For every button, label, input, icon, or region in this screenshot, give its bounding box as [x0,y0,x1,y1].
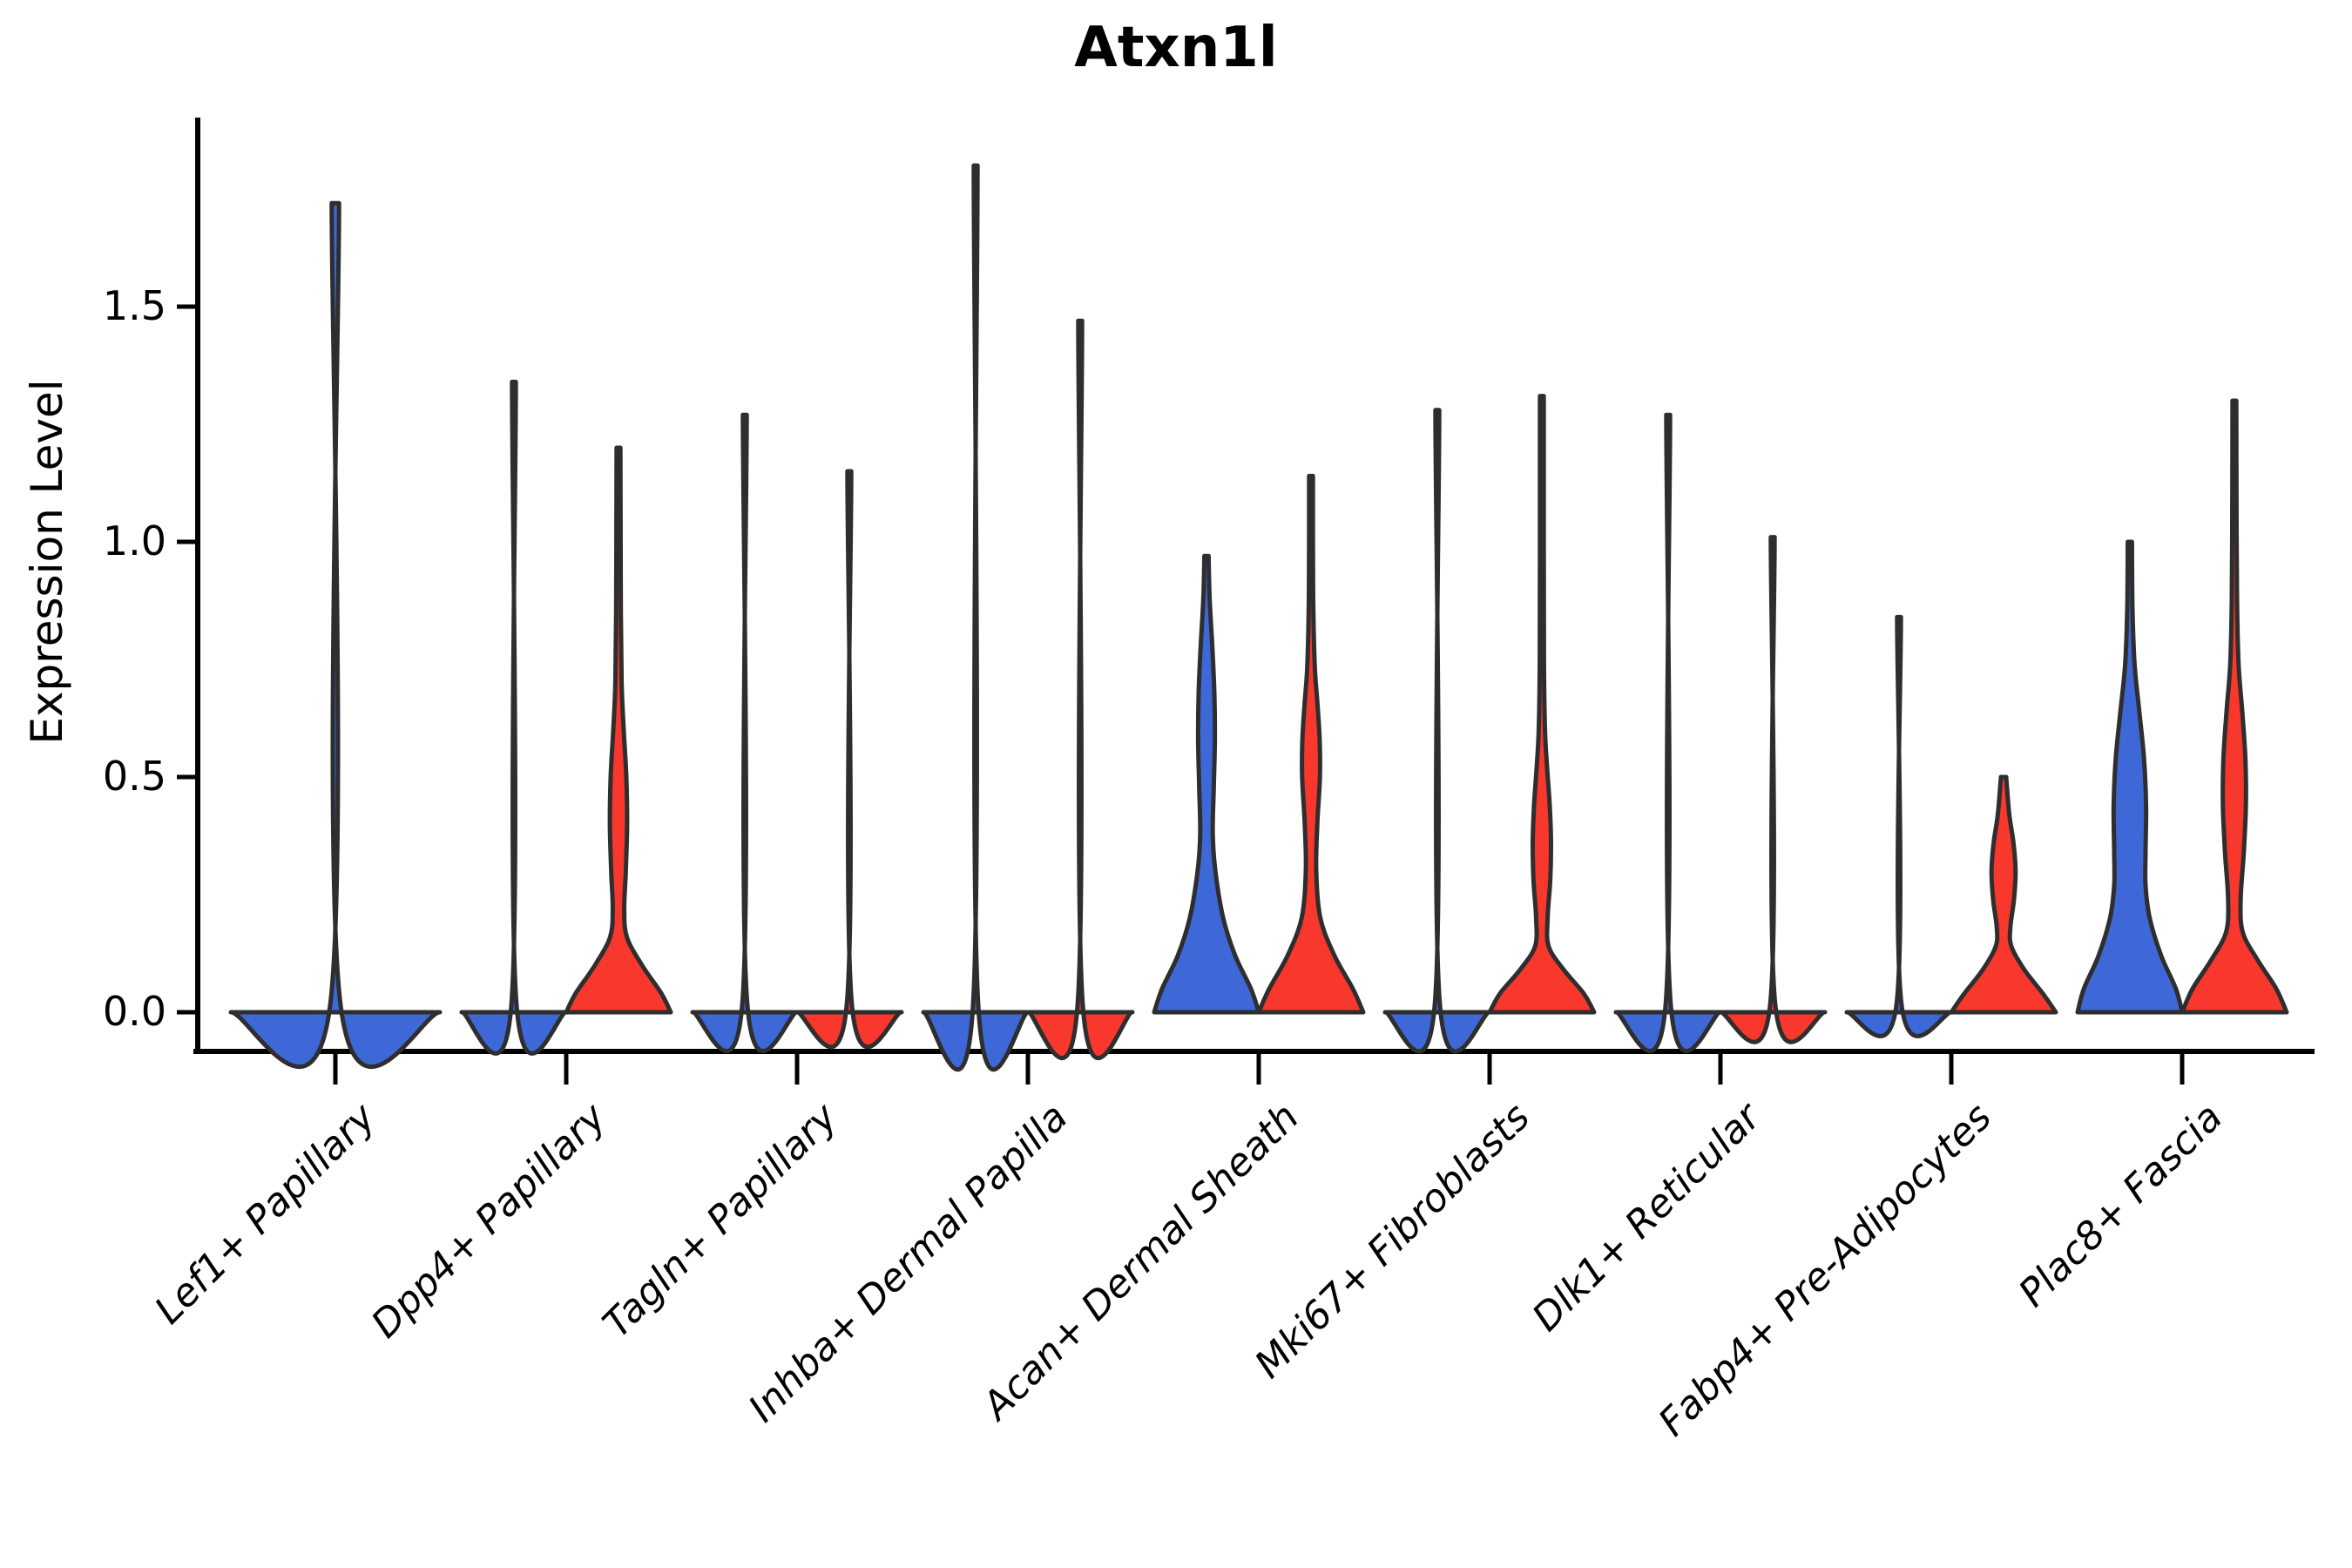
violin-plac8-fascia-right [2180,398,2289,1015]
violin-lef1-papillary-full [228,200,443,1069]
violin-dpp4-papillary-left [459,379,569,1056]
y-tick-label-1.5: 1.5 [102,282,166,329]
violin-dpp4-papillary-right [564,445,673,1015]
violin-inhba-dermal-papilla-right [1025,318,1135,1060]
violin-acan-dermal-sheath-right [1256,473,1366,1015]
violin-fabp4-pre-adipocytes-right [1949,774,2058,1015]
violin-fabp4-pre-adipocytes-left [1844,614,1954,1038]
violin-mki67-fibroblasts-left [1382,408,1492,1054]
y-tick-label-0.5: 0.5 [102,753,166,800]
violin-tagln-papillary-right [794,469,904,1050]
violin-inhba-dermal-papilla-left [921,163,1031,1071]
y-tick-label-0.0: 0.0 [102,988,166,1035]
violin-dlk1-reticular-left [1613,412,1723,1053]
violin-acan-dermal-sheath-left [1152,553,1261,1015]
violin-mki67-fibroblasts-right [1487,394,1597,1015]
chart-title: Atxn1l [1074,16,1278,80]
violin-dlk1-reticular-right [1718,535,1828,1044]
violin-tagln-papillary-left [690,412,800,1053]
y-tick-label-1.0: 1.0 [102,517,166,564]
violin-plac8-fascia-left [2075,539,2185,1015]
